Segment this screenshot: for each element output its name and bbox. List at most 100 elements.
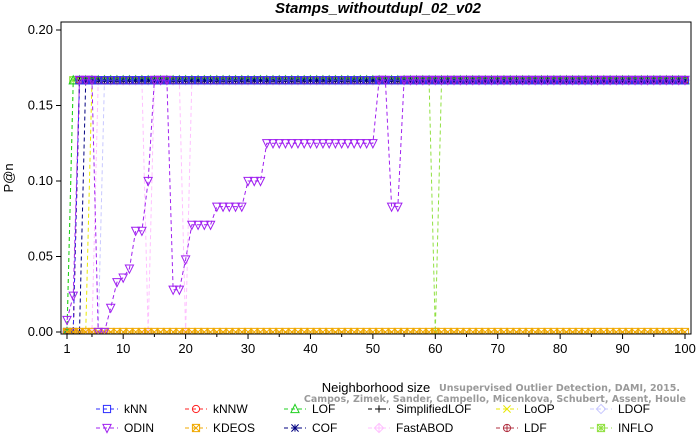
data-point	[368, 76, 377, 85]
data-point	[330, 139, 341, 149]
data-point	[555, 75, 566, 86]
data-point	[449, 75, 459, 86]
x-tick-label: 60	[428, 341, 442, 356]
data-point	[467, 75, 478, 86]
data-point	[144, 76, 153, 85]
data-point	[492, 75, 503, 86]
data-point	[580, 75, 591, 86]
legend-label: LoOP	[524, 402, 555, 416]
data-point	[417, 75, 428, 86]
data-point	[199, 220, 210, 231]
data-point	[442, 75, 453, 86]
x-tick-label: 90	[615, 341, 629, 356]
data-point	[180, 255, 191, 266]
data-point	[256, 76, 265, 85]
watermark-line-1: Unsupervised Outlier Detection, DAMI, 20…	[439, 383, 680, 394]
data-point	[517, 75, 528, 86]
data-point	[193, 76, 203, 85]
legend-label: FastABOD	[396, 421, 454, 434]
legend: kNN kNNW LOF SimplifiedLOF LoOP LDOF ODIN KDEOS…	[96, 402, 653, 434]
data-point	[293, 76, 303, 85]
legend-swatch-marker	[595, 403, 607, 415]
data-point	[393, 76, 402, 85]
y-tick-label: 0.20	[28, 22, 53, 37]
data-point	[137, 76, 147, 85]
data-point	[361, 139, 372, 149]
data-point	[236, 202, 247, 213]
data-point	[362, 76, 371, 85]
data-point	[461, 75, 472, 86]
data-point	[268, 76, 278, 85]
data-point	[667, 75, 678, 86]
legend-swatch-marker	[373, 422, 385, 434]
data-point	[680, 327, 690, 334]
series-line	[67, 79, 685, 333]
data-point	[99, 327, 110, 334]
data-point	[274, 139, 285, 149]
data-point	[262, 76, 271, 85]
data-point	[281, 76, 290, 85]
data-point	[280, 139, 291, 149]
data-point	[243, 76, 253, 85]
data-point	[224, 202, 235, 213]
legend-item-odin: ODIN	[96, 421, 154, 434]
data-point	[300, 76, 309, 85]
data-point	[387, 76, 396, 85]
data-point	[648, 75, 659, 86]
data-point	[155, 75, 166, 86]
legend-swatch-marker	[102, 404, 112, 414]
data-point	[250, 76, 259, 85]
data-point	[205, 220, 216, 231]
data-point	[499, 75, 509, 86]
watermark-line-2: Campos, Zimek, Sander, Campello, Micenko…	[304, 394, 686, 405]
x-axis-label: Neighborhood size	[322, 380, 430, 395]
data-point	[131, 76, 140, 85]
legend-item-fastabod: FastABOD	[368, 421, 454, 434]
data-point	[218, 202, 228, 213]
data-point	[362, 76, 371, 85]
data-point	[605, 75, 615, 86]
data-point	[119, 76, 128, 85]
data-point	[437, 76, 446, 85]
legend-label: LOF	[312, 402, 335, 416]
legend-swatch-marker	[290, 403, 300, 414]
data-point	[680, 75, 690, 86]
legend-swatch-marker	[503, 405, 511, 413]
data-point	[118, 273, 129, 284]
legend-swatch-marker	[375, 405, 383, 413]
data-point	[200, 76, 209, 85]
data-point	[536, 75, 547, 86]
data-point	[68, 291, 79, 302]
data-point	[237, 76, 246, 85]
data-point	[611, 75, 622, 86]
data-point	[530, 75, 541, 86]
data-point	[598, 75, 609, 86]
data-point	[642, 75, 653, 86]
data-point	[343, 76, 353, 85]
data-point	[80, 75, 91, 86]
legend-label: SimplifiedLOF	[396, 402, 471, 416]
data-point	[306, 76, 315, 85]
x-tick-label: 40	[303, 341, 317, 356]
data-point	[300, 76, 309, 85]
data-point	[411, 75, 422, 86]
legend-swatch-marker	[102, 423, 112, 434]
data-point	[336, 139, 347, 149]
data-point	[124, 264, 135, 275]
data-point	[505, 75, 516, 86]
legend-label: kNN	[124, 402, 147, 416]
data-point	[62, 315, 72, 326]
legend-item-loop: LoOP	[496, 402, 555, 416]
data-point	[112, 278, 122, 288]
data-point	[169, 76, 178, 85]
data-point	[143, 176, 154, 187]
data-point	[243, 176, 253, 187]
series-line	[67, 79, 685, 333]
data-point	[249, 176, 260, 187]
data-point	[93, 327, 104, 334]
legend-swatch-marker	[596, 423, 606, 433]
data-point	[244, 76, 252, 85]
chart-title: Stamps_withoutdupl_02_v02	[275, 0, 482, 17]
data-point	[405, 75, 416, 86]
data-point	[161, 75, 172, 86]
